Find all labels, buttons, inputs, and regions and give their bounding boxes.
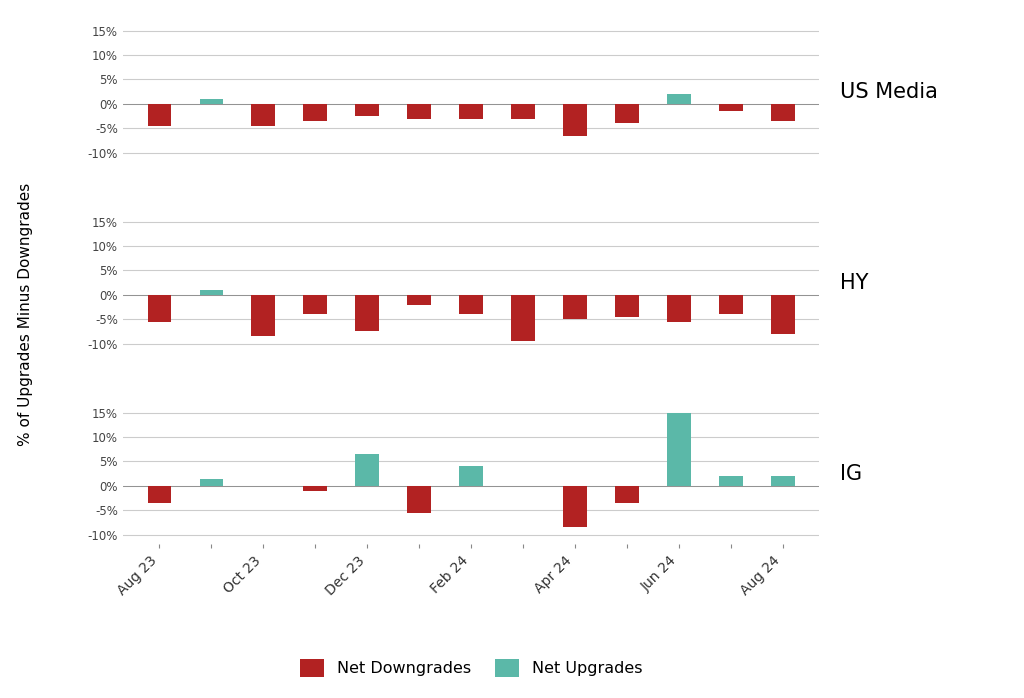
Bar: [147, 486, 171, 503]
Bar: [771, 295, 795, 334]
Text: IG: IG: [840, 463, 862, 484]
Bar: [460, 104, 482, 119]
Bar: [771, 476, 795, 486]
Bar: [719, 295, 742, 314]
Bar: [615, 486, 639, 503]
Text: US Media: US Media: [840, 82, 938, 102]
Bar: [615, 295, 639, 317]
Bar: [719, 476, 742, 486]
Bar: [147, 295, 171, 322]
Text: % of Upgrades Minus Downgrades: % of Upgrades Minus Downgrades: [18, 182, 33, 446]
Bar: [200, 290, 223, 295]
Bar: [252, 295, 274, 336]
Bar: [511, 295, 535, 341]
Bar: [355, 295, 379, 332]
Legend: Net Downgrades, Net Upgrades: Net Downgrades, Net Upgrades: [294, 653, 648, 683]
Bar: [303, 486, 327, 491]
Bar: [303, 295, 327, 314]
Bar: [668, 94, 690, 104]
Bar: [771, 104, 795, 121]
Bar: [563, 295, 587, 319]
Bar: [303, 104, 327, 121]
Bar: [563, 486, 587, 528]
Bar: [668, 295, 690, 322]
Text: HY: HY: [840, 273, 868, 292]
Bar: [563, 104, 587, 135]
Bar: [460, 466, 482, 486]
Bar: [511, 104, 535, 119]
Bar: [355, 104, 379, 116]
Bar: [408, 295, 431, 304]
Bar: [355, 454, 379, 486]
Bar: [200, 99, 223, 104]
Bar: [252, 104, 274, 126]
Bar: [460, 295, 482, 314]
Bar: [408, 486, 431, 513]
Bar: [668, 413, 690, 486]
Bar: [408, 104, 431, 119]
Bar: [719, 104, 742, 111]
Bar: [615, 104, 639, 124]
Bar: [147, 104, 171, 126]
Bar: [200, 479, 223, 486]
